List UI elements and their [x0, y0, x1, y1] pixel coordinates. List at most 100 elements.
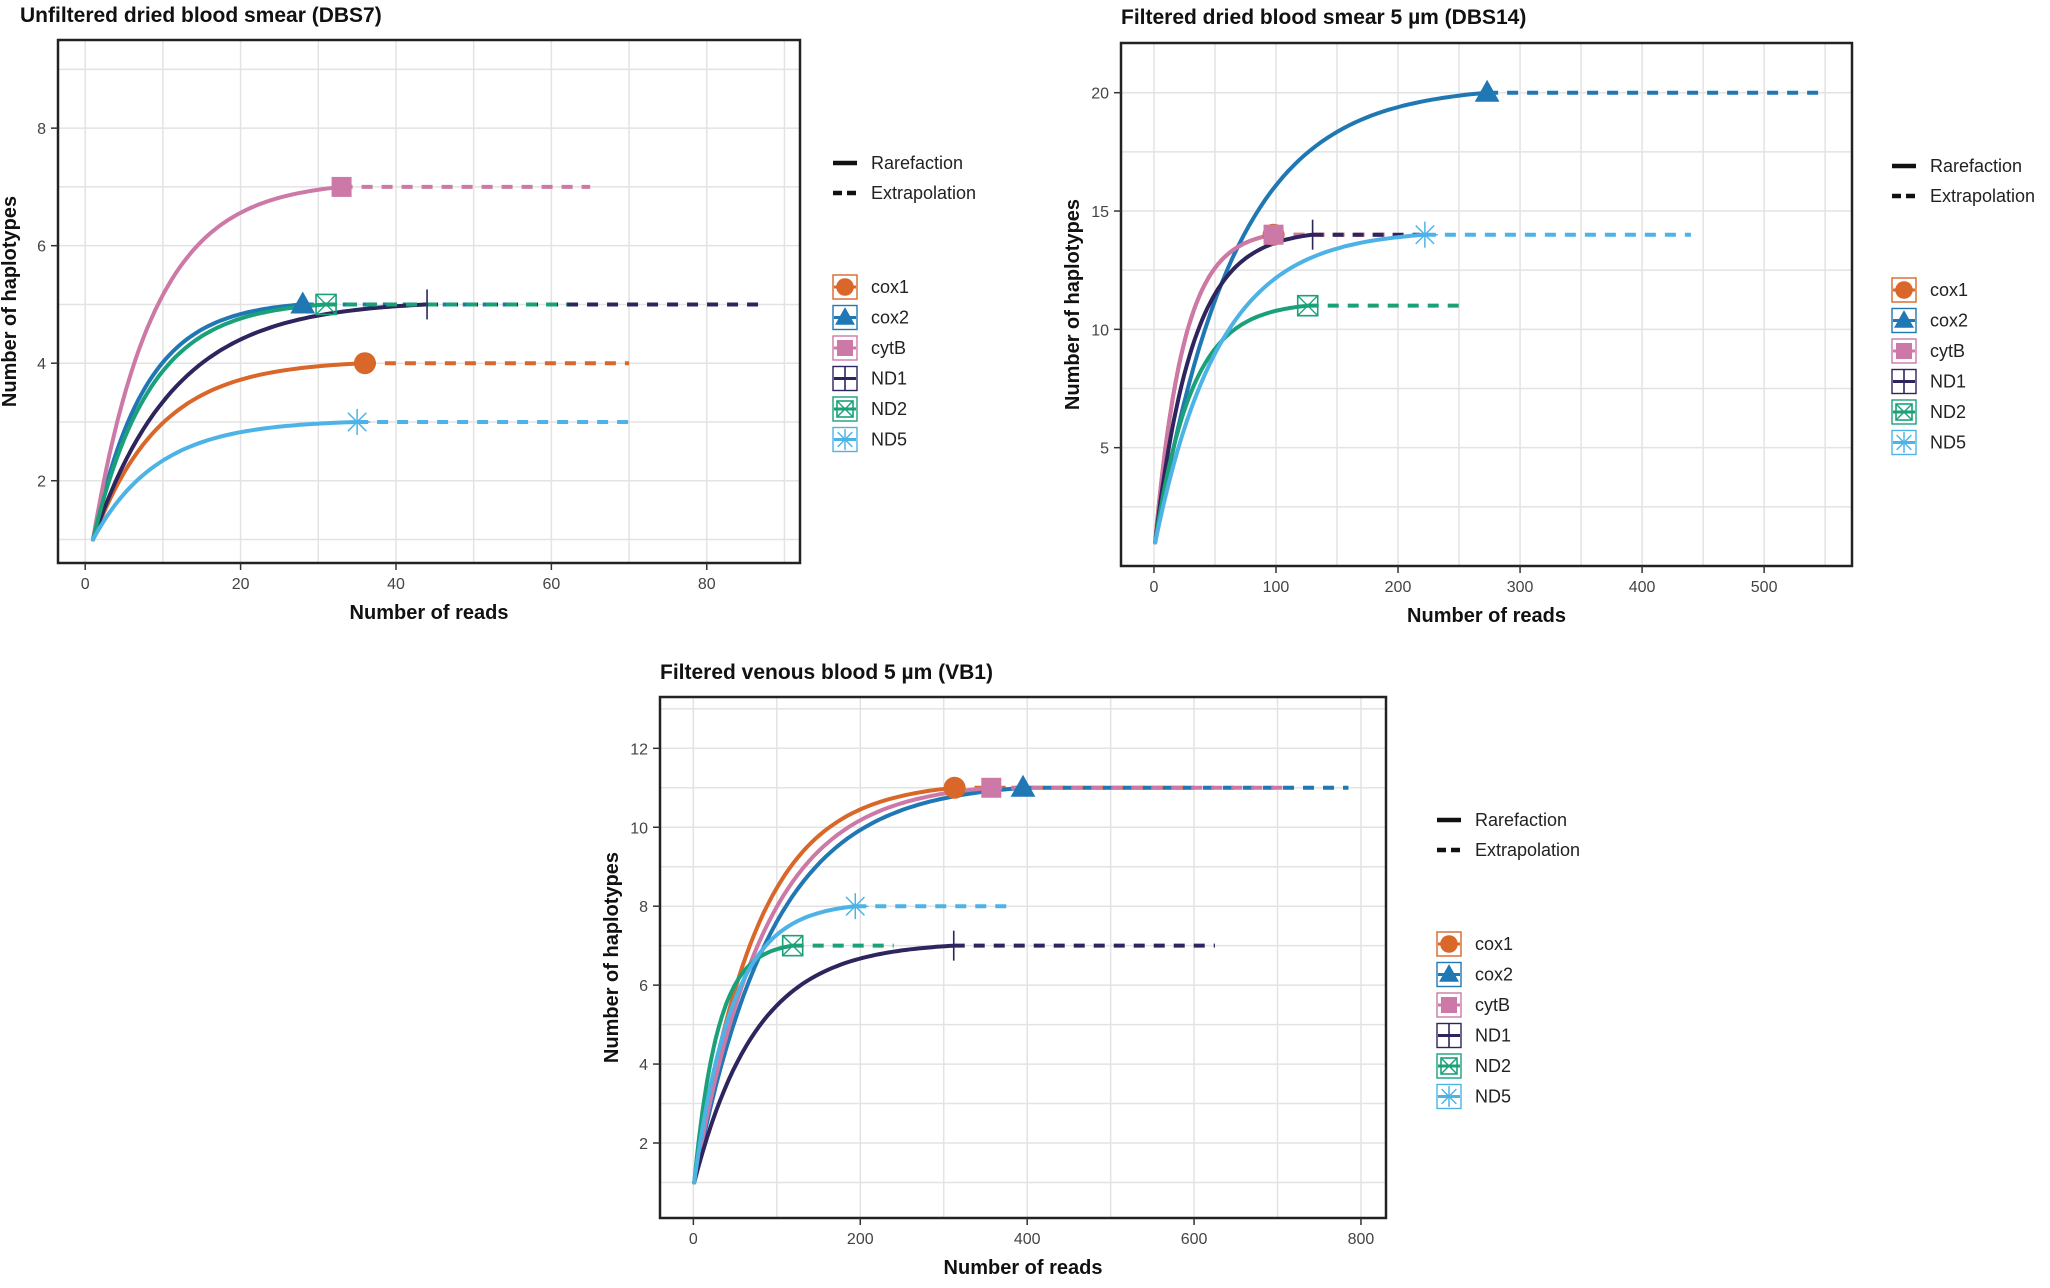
- rarefaction-ND1: [1153, 232, 1315, 545]
- y-axis-label: Number of haplotypes: [601, 852, 623, 1063]
- y-tick-label: 10: [1091, 322, 1109, 339]
- rarefaction-cox2: [1153, 90, 1490, 545]
- x-tick-label: 200: [1385, 579, 1412, 596]
- observed-point-ND5: [1411, 221, 1438, 248]
- legend-key-cox1-marker: [836, 278, 854, 296]
- panel-vb1: 0 200 400 600 800 2 4 6 8 10 12 Filtered venous blo…: [601, 661, 1580, 1279]
- legend-label-rarefaction: Rarefaction: [1475, 810, 1567, 830]
- rarefaction-cox2: [692, 785, 1025, 1185]
- x-axis-label: Number of reads: [944, 1257, 1103, 1279]
- legend-key-ND2-marker: [1440, 1057, 1458, 1075]
- legend-key-ND2: [832, 396, 858, 422]
- legend-label-ND1: ND1: [1930, 372, 1966, 392]
- x-tick-label: 400: [1014, 1231, 1041, 1248]
- legend-key-cox2: [832, 304, 858, 331]
- legend-label-ND5: ND5: [1475, 1087, 1511, 1107]
- chart-title: Filtered dried blood smear 5 µm (DBS14): [1121, 6, 1526, 29]
- y-tick-label: 6: [37, 239, 46, 256]
- legend-key-ND2-marker: [836, 400, 854, 418]
- legend-genes: cox1 cox2 cytB ND1 ND2 ND5: [1436, 931, 1513, 1110]
- legend-key-cytB-marker: [1441, 997, 1457, 1013]
- legend-key-ND1: [832, 365, 858, 392]
- legend-key-cytB: [1436, 992, 1462, 1018]
- observed-markers: [781, 774, 1036, 961]
- series-lines: [692, 785, 1349, 1185]
- legend-key-cox1: [832, 274, 858, 300]
- legend-label-cox1: cox1: [1930, 280, 1968, 300]
- legend-key-ND5: [832, 426, 858, 453]
- x-tick-label: 400: [1629, 579, 1656, 596]
- rarefaction-ND2: [1153, 303, 1310, 545]
- x-tick-label: 200: [847, 1231, 874, 1248]
- legend-key-cox2-marker: [835, 307, 855, 325]
- legend-genes: cox1 cox2 cytB ND1 ND2 ND5: [832, 274, 909, 453]
- x-tick-label: 600: [1181, 1231, 1208, 1248]
- rarefaction-ND1: [91, 302, 430, 542]
- y-tick-label: 15: [1091, 204, 1109, 221]
- legend-key-cytB: [1891, 338, 1917, 364]
- y-tick-label: 20: [1091, 86, 1109, 103]
- observed-markers: [1262, 79, 1500, 317]
- y-tick-label: 8: [639, 899, 648, 916]
- legend-key-ND5: [1891, 429, 1917, 456]
- y-tick-label: 10: [630, 820, 648, 837]
- legend-key-ND5: [1436, 1083, 1462, 1110]
- panel-dbs7: 0 20 40 60 80 2 4 6 8 Unfiltered dried blood smea…: [0, 4, 976, 624]
- rarefaction-ND2: [91, 302, 329, 542]
- legend-key-cytB-marker: [1896, 343, 1912, 359]
- rarefaction-cox1: [91, 361, 367, 542]
- chart-title: Unfiltered dried blood smear (DBS7): [20, 4, 382, 27]
- axis-ticks: 0 200 400 600 800 2 4 6 8 10 12: [630, 741, 1374, 1248]
- x-tick-label: 0: [1149, 579, 1158, 596]
- x-tick-label: 60: [542, 576, 560, 593]
- legend-label-cytB: cytB: [1930, 341, 1965, 361]
- observed-point-ND2: [1296, 294, 1319, 317]
- legend-label-cox2: cox2: [1475, 965, 1513, 985]
- legend-key-ND2-marker: [1895, 403, 1913, 421]
- legend-label-ND1: ND1: [871, 369, 907, 389]
- x-axis-label: Number of reads: [350, 602, 509, 624]
- observed-point-ND5: [344, 408, 371, 435]
- legend-key-ND1: [1891, 368, 1917, 395]
- x-tick-label: 300: [1507, 579, 1534, 596]
- legend-label-extrapolation: Extrapolation: [1475, 840, 1580, 860]
- observed-point-cox2: [1474, 79, 1500, 102]
- series-lines: [91, 184, 762, 542]
- legend-label-cox2: cox2: [1930, 311, 1968, 331]
- x-axis-label: Number of reads: [1407, 605, 1566, 627]
- legend-label-extrapolation: Extrapolation: [871, 183, 976, 203]
- rarefaction-cytB: [91, 184, 344, 542]
- y-tick-label: 4: [639, 1057, 648, 1074]
- legend-key-ND1: [1436, 1022, 1462, 1049]
- observed-point-cytB: [981, 777, 1002, 798]
- legend-label-cox1: cox1: [1475, 934, 1513, 954]
- x-tick-label: 500: [1751, 579, 1778, 596]
- legend-label-cox2: cox2: [871, 308, 909, 328]
- rarefaction-ND5: [692, 904, 858, 1185]
- legend-line-types: Rarefaction Extrapolation: [1437, 810, 1580, 860]
- gridlines: [1121, 43, 1852, 566]
- panel-dbs14: 0 100 200 300 400 500 5 10 15 20 Filtered dried bl…: [1062, 6, 2035, 627]
- y-tick-label: 2: [37, 474, 46, 491]
- legend-genes: cox1 cox2 cytB ND1 ND2 ND5: [1891, 277, 1968, 456]
- x-tick-label: 800: [1348, 1231, 1375, 1248]
- observed-markers: [290, 176, 428, 435]
- observed-point-cox2: [1010, 774, 1036, 797]
- legend-label-cytB: cytB: [1475, 995, 1510, 1015]
- observed-point-ND5: [842, 893, 869, 920]
- observed-point-ND2: [781, 934, 804, 957]
- observed-point-cox1: [353, 352, 376, 375]
- x-tick-label: 0: [689, 1231, 698, 1248]
- legend-key-cox1-marker: [1895, 281, 1913, 299]
- panel-border: [56, 38, 802, 565]
- legend-key-ND5-marker: [1438, 1086, 1460, 1107]
- x-tick-label: 80: [698, 576, 716, 593]
- legend-key-cytB: [832, 335, 858, 361]
- legend-label-ND5: ND5: [1930, 433, 1966, 453]
- legend-line-types: Rarefaction Extrapolation: [833, 153, 976, 203]
- observed-point-cox2: [290, 291, 316, 314]
- gridlines: [58, 40, 800, 563]
- x-tick-label: 20: [232, 576, 250, 593]
- panel-border: [1119, 41, 1854, 568]
- axis-ticks: 0 100 200 300 400 500 5 10 15 20: [1091, 86, 1777, 596]
